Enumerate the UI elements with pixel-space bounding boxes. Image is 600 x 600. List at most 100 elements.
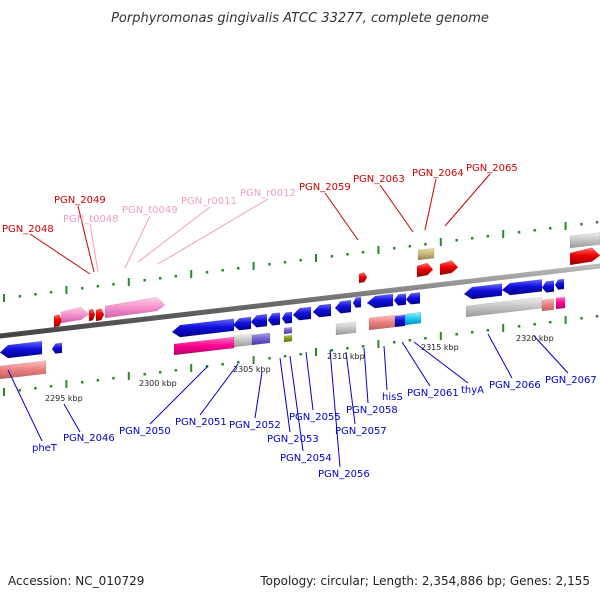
inner-ring-major-tick xyxy=(315,348,317,356)
scale-label-2315: 2315 kbp xyxy=(421,343,459,352)
leader-line xyxy=(77,205,95,273)
gene-label-pgn-t0048[interactable]: PGN_t0048 xyxy=(63,214,119,225)
leader-line xyxy=(487,333,513,379)
gene-label-pgn-2055[interactable]: PGN_2055 xyxy=(289,412,341,423)
gene-pgn-2067b xyxy=(541,280,555,293)
outer-ring-major-tick xyxy=(65,286,68,294)
gene-pgn-2054 xyxy=(281,311,293,324)
gene-pgn-2061 xyxy=(393,293,407,306)
outer-ring-major-tick xyxy=(377,246,380,254)
gene-label-pgn-2059[interactable]: PGN_2059 xyxy=(299,182,351,193)
inner-ring-dot xyxy=(81,381,84,384)
leader-line xyxy=(124,215,151,269)
leader-line xyxy=(383,345,388,391)
gene-label-pgn-2061[interactable]: PGN_2061 xyxy=(407,388,459,399)
gene-label-pgn-2046[interactable]: PGN_2046 xyxy=(63,433,115,444)
gene-label-pgn-2064[interactable]: PGN_2064 xyxy=(412,168,464,179)
leader-line xyxy=(289,355,304,452)
leader-line xyxy=(413,341,469,384)
inner-ring-dot xyxy=(96,379,100,382)
gene-phet xyxy=(0,340,43,359)
gene-label-pgn-2065[interactable]: PGN_2065 xyxy=(466,163,518,174)
feature-salmon-2 xyxy=(368,314,396,331)
leader-line xyxy=(254,371,263,419)
gene-label-pgn-2067[interactable]: PGN_2067 xyxy=(545,375,597,386)
outer-ring-dot xyxy=(455,239,458,242)
feature-cyan-1 xyxy=(404,311,422,326)
inner-ring-dot xyxy=(471,331,474,334)
gene-track xyxy=(0,232,600,380)
gene-label-pgn-2058[interactable]: PGN_2058 xyxy=(346,405,398,416)
inner-ring-dot xyxy=(112,377,115,380)
inner-ring-dot xyxy=(268,357,271,360)
outer-ring-dot xyxy=(486,235,490,238)
leader-line xyxy=(29,233,91,275)
gene-label-pgn-2057[interactable]: PGN_2057 xyxy=(335,426,387,437)
inner-ring-dot xyxy=(18,389,22,392)
scale-label-2310: 2310 kbp xyxy=(327,352,365,361)
outer-ring-dot xyxy=(18,295,22,298)
outer-ring-dot xyxy=(112,283,115,286)
outer-ring-major-tick xyxy=(502,230,505,238)
outer-ring-dot xyxy=(346,253,349,256)
outer-ring-dot xyxy=(424,243,427,246)
outer-ring-dot xyxy=(143,279,146,282)
inner-ring-dot xyxy=(346,347,349,350)
inner-ring-dot xyxy=(580,317,583,320)
inner-ring-dot xyxy=(159,371,162,374)
gene-label-pgn-2053[interactable]: PGN_2053 xyxy=(267,434,319,445)
feature-magenta-1 xyxy=(173,336,235,356)
outer-ring-dot xyxy=(268,263,271,266)
inner-ring-major-tick xyxy=(190,364,193,372)
gene-label-thya[interactable]: thyA xyxy=(461,385,484,396)
outer-ring-dot xyxy=(533,229,536,232)
feature-magenta-2 xyxy=(555,296,566,310)
gene-pgn-2053 xyxy=(267,312,281,326)
feature-blue-1 xyxy=(394,314,406,328)
leader-line xyxy=(424,178,437,231)
gene-label-pgn-2054[interactable]: PGN_2054 xyxy=(280,453,332,464)
gene-pgn-2057 xyxy=(334,299,352,314)
gene-label-pgn-2052[interactable]: PGN_2052 xyxy=(229,420,281,431)
gene-label-pgn-2049[interactable]: PGN_2049 xyxy=(54,195,106,206)
inner-ring-dot xyxy=(34,387,37,390)
scale-label-2320: 2320 kbp xyxy=(516,334,554,343)
outer-ring-major-tick xyxy=(252,262,255,270)
outer-ring-dot xyxy=(159,277,162,280)
inner-ring-dot xyxy=(486,329,490,332)
inner-ring-dot xyxy=(143,373,146,376)
inner-ring-dot xyxy=(49,385,53,388)
leader-line xyxy=(533,335,569,374)
inner-ring-major-tick xyxy=(252,356,255,364)
leader-line xyxy=(379,184,414,233)
gene-label-hiss[interactable]: hisS xyxy=(382,392,403,403)
gene-label-pgn-2056[interactable]: PGN_2056 xyxy=(318,469,370,480)
outer-ring-dot xyxy=(580,223,583,226)
inner-ring-major-tick xyxy=(439,332,442,340)
outer-ring-dot xyxy=(549,227,552,230)
gene-label-pgn-r0011[interactable]: PGN_r0011 xyxy=(181,196,237,207)
feature-tan-1 xyxy=(417,247,435,261)
gene-label-pgn-2063[interactable]: PGN_2063 xyxy=(353,174,405,185)
gene-label-pgn-t0049[interactable]: PGN_t0049 xyxy=(122,205,178,216)
gene-pgn-2051 xyxy=(232,316,252,331)
gene-label-pgn-2051[interactable]: PGN_2051 xyxy=(175,417,227,428)
inner-ring-major-tick xyxy=(127,372,130,380)
gene-pgn-2046 xyxy=(51,342,63,354)
gene-pgn-2065 xyxy=(569,247,600,266)
outer-ring-dot xyxy=(205,271,209,274)
genome-backbone xyxy=(0,263,600,339)
gene-hiss xyxy=(366,293,394,309)
inner-ring-dot xyxy=(424,337,427,340)
gene-label-pgn-r0012[interactable]: PGN_r0012 xyxy=(240,188,296,199)
outer-ring-major-tick xyxy=(315,254,317,262)
gene-label-pgn-2048[interactable]: PGN_2048 xyxy=(2,224,54,235)
gene-label-pgn-2066[interactable]: PGN_2066 xyxy=(489,380,541,391)
inner-ring-major-tick xyxy=(3,388,5,396)
outer-ring-major-tick xyxy=(190,270,193,278)
outer-ring-dot xyxy=(96,285,100,288)
gene-pgn-2064 xyxy=(439,260,459,276)
gene-label-phet[interactable]: pheT xyxy=(32,443,58,454)
gene-label-pgn-2050[interactable]: PGN_2050 xyxy=(119,426,171,437)
inner-ring-dot xyxy=(361,345,365,348)
